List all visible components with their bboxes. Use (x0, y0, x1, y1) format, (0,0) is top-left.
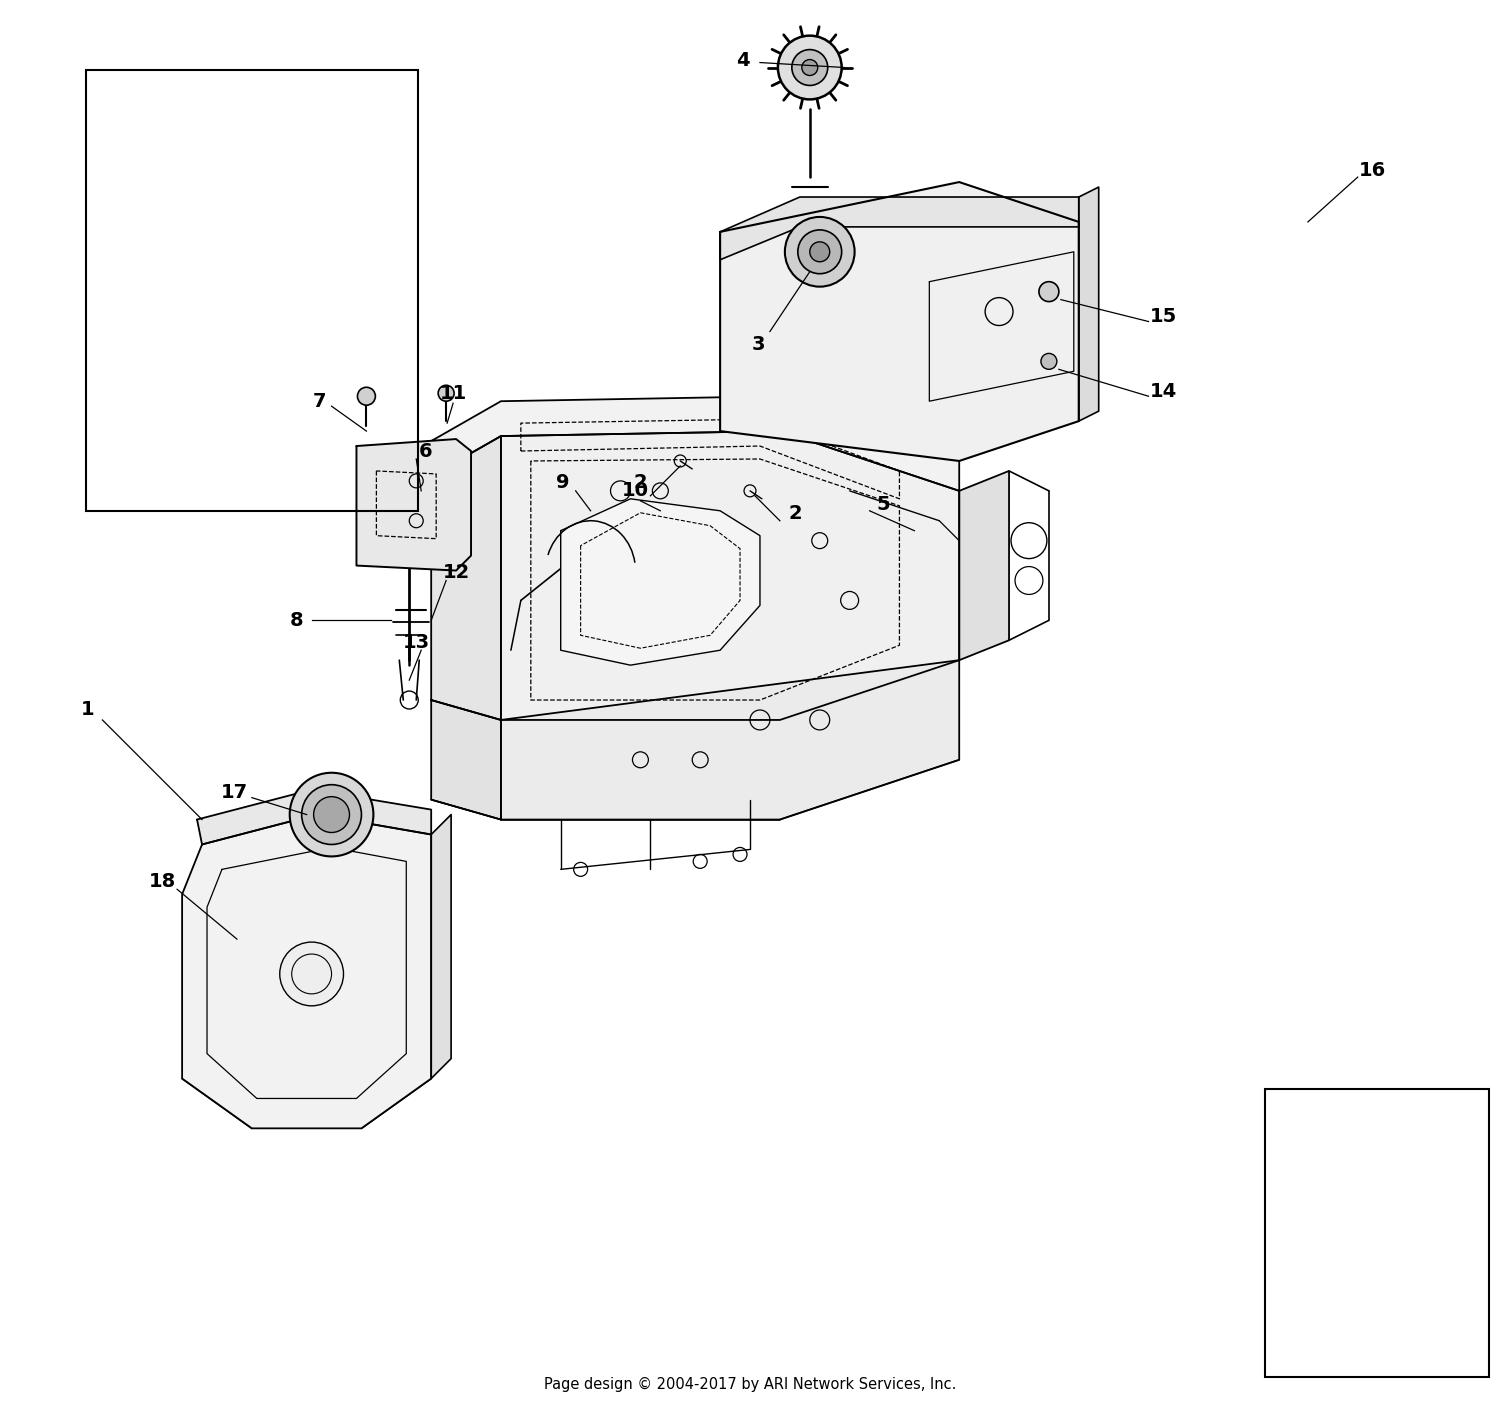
Circle shape (357, 387, 375, 405)
Text: 7: 7 (314, 392, 327, 411)
Text: 13: 13 (402, 633, 430, 651)
Polygon shape (958, 472, 1010, 660)
Circle shape (1040, 282, 1059, 302)
Text: 6: 6 (419, 442, 432, 460)
Circle shape (290, 773, 374, 857)
Text: 17: 17 (220, 783, 248, 803)
Circle shape (802, 59, 818, 75)
Text: 4: 4 (736, 51, 750, 69)
Text: 15: 15 (1150, 307, 1178, 326)
Text: 9: 9 (556, 473, 570, 493)
Polygon shape (182, 814, 430, 1129)
Polygon shape (501, 430, 958, 719)
Polygon shape (430, 436, 501, 719)
Text: 14: 14 (1150, 382, 1178, 401)
Bar (1264, 1089, 1490, 1378)
Circle shape (279, 942, 344, 1005)
Polygon shape (430, 396, 958, 491)
Bar (87, 71, 419, 511)
Text: 10: 10 (622, 481, 650, 500)
Circle shape (792, 50, 828, 85)
Text: 12: 12 (442, 564, 470, 582)
Polygon shape (430, 814, 451, 1079)
Circle shape (798, 229, 842, 273)
Text: 2: 2 (633, 473, 646, 493)
Text: 3: 3 (752, 336, 765, 354)
Polygon shape (561, 498, 760, 666)
Text: ARI: ARI (603, 633, 897, 783)
Circle shape (778, 35, 842, 99)
Polygon shape (196, 790, 430, 844)
Text: 1: 1 (81, 701, 94, 719)
Circle shape (1041, 354, 1058, 370)
Text: Page design © 2004-2017 by ARI Network Services, Inc.: Page design © 2004-2017 by ARI Network S… (544, 1378, 956, 1392)
Polygon shape (501, 660, 958, 820)
Polygon shape (720, 197, 1078, 259)
Circle shape (784, 217, 855, 286)
Circle shape (810, 242, 830, 262)
Text: 18: 18 (148, 872, 176, 891)
Text: 16: 16 (1359, 160, 1386, 180)
Text: 8: 8 (290, 610, 303, 630)
Circle shape (438, 385, 454, 401)
Text: 2: 2 (788, 504, 801, 524)
Circle shape (314, 797, 350, 833)
Circle shape (302, 784, 362, 844)
Polygon shape (430, 700, 501, 820)
Polygon shape (357, 439, 471, 571)
Text: 5: 5 (876, 496, 891, 514)
Polygon shape (720, 183, 1078, 462)
Polygon shape (1078, 187, 1098, 421)
Text: 11: 11 (440, 384, 466, 402)
